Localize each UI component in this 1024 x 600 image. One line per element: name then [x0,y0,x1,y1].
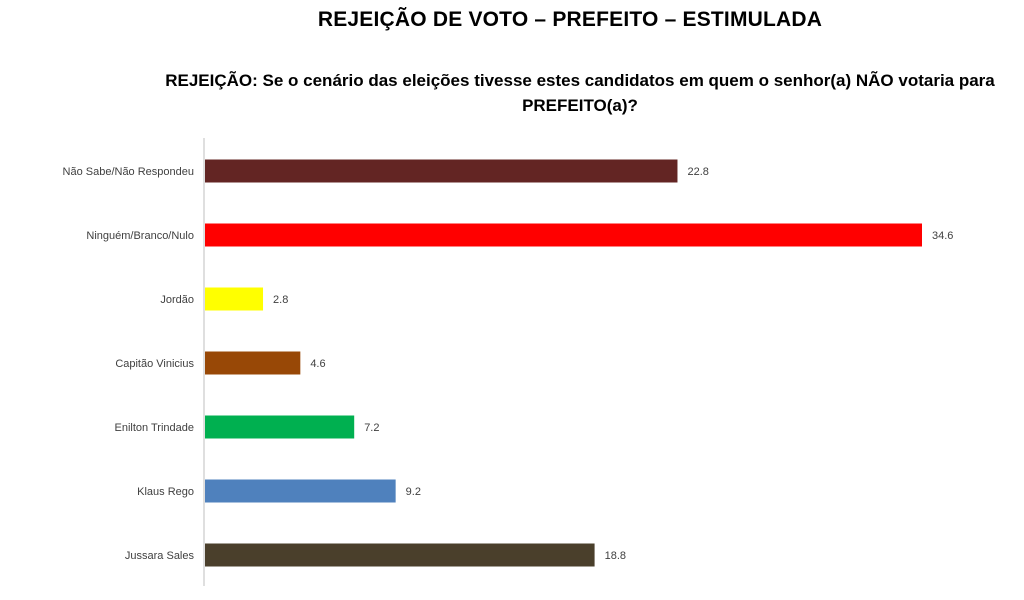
bar-2 [205,287,264,311]
value-label: 2.8 [273,294,288,306]
category-label: Enilton Trindade [115,422,195,434]
bar-1 [205,223,922,247]
value-label: 22.8 [687,166,708,178]
value-label: 34.6 [932,230,953,242]
bar-4 [205,415,355,439]
category-label: Klaus Rego [137,486,194,498]
category-label: Não Sabe/Não Respondeu [63,166,194,178]
bar-chart: Não Sabe/Não Respondeu 22.8 Ninguém/Branco… [0,138,1024,600]
bar-6 [205,543,595,567]
category-label: Jussara Sales [125,550,195,562]
category-label: Jordão [160,294,194,306]
value-label: 7.2 [364,422,379,434]
chart-title: REJEIÇÃO DE VOTO – PREFEITO – ESTIMULADA [317,8,823,31]
bar-5 [205,479,396,503]
category-label: Ninguém/Branco/Nulo [86,230,194,242]
value-label: 4.6 [310,358,325,370]
category-label: Capitão Vinicius [115,358,194,370]
value-label: 18.8 [605,550,626,562]
bar-3 [205,351,301,375]
chart-subtitle: REJEIÇÃO: Se o cenário das eleições tive… [165,71,995,115]
bar-0 [205,159,678,183]
bar-chart-svg: Não Sabe/Não Respondeu 22.8 Ninguém/Branco… [63,138,953,586]
value-label: 9.2 [406,486,421,498]
